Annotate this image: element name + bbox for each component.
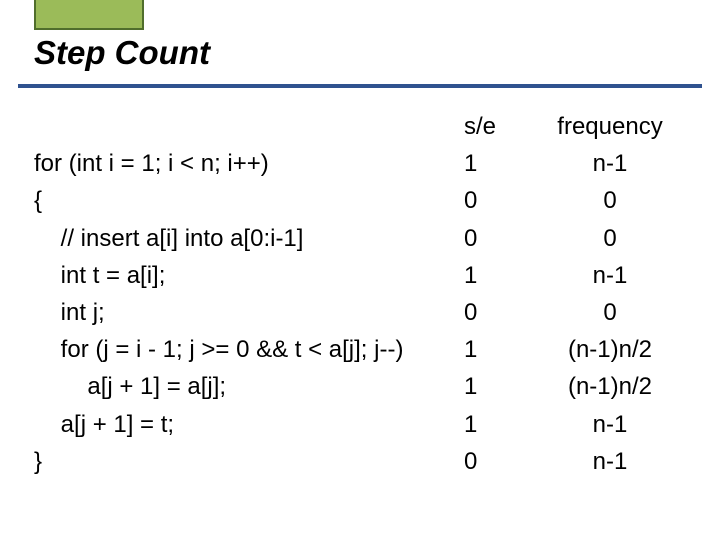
table-row: for (int i = 1; i < n; i++)1n-1 [34,145,696,182]
se-cell: 1 [464,145,524,182]
step-count-table: s/e frequency for (int i = 1; i < n; i++… [34,108,696,480]
col-code-header [34,108,464,145]
code-cell: for (int i = 1; i < n; i++) [34,145,464,182]
se-cell: 1 [464,331,524,368]
table-row: int t = a[i];1n-1 [34,257,696,294]
freq-cell: n-1 [524,406,696,443]
se-cell: 0 [464,182,524,219]
code-cell: for (j = i - 1; j >= 0 && t < a[j]; j--) [34,331,464,368]
freq-cell: (n-1)n/2 [524,368,696,405]
freq-cell: n-1 [524,257,696,294]
page-title: Step Count [34,34,210,72]
table-row: for (j = i - 1; j >= 0 && t < a[j]; j--)… [34,331,696,368]
code-cell: { [34,182,464,219]
table-body: for (int i = 1; i < n; i++)1n-1{00 // in… [34,145,696,480]
code-cell: int t = a[i]; [34,257,464,294]
table-row: // insert a[i] into a[0:i-1]00 [34,220,696,257]
code-cell: // insert a[i] into a[0:i-1] [34,220,464,257]
freq-cell: 0 [524,182,696,219]
table-row: }0n-1 [34,443,696,480]
se-cell: 0 [464,220,524,257]
se-cell: 1 [464,368,524,405]
freq-cell: 0 [524,220,696,257]
code-cell: } [34,443,464,480]
code-cell: int j; [34,294,464,331]
col-se-header: s/e [464,108,524,145]
se-cell: 0 [464,294,524,331]
freq-cell: n-1 [524,145,696,182]
table-row: a[j + 1] = a[j];1(n-1)n/2 [34,368,696,405]
horizontal-rule [18,84,702,88]
freq-cell: 0 [524,294,696,331]
se-cell: 1 [464,257,524,294]
table-row: int j;00 [34,294,696,331]
se-cell: 1 [464,406,524,443]
freq-cell: (n-1)n/2 [524,331,696,368]
code-cell: a[j + 1] = a[j]; [34,368,464,405]
se-cell: 0 [464,443,524,480]
accent-square [34,0,144,30]
table-row: a[j + 1] = t;1n-1 [34,406,696,443]
freq-cell: n-1 [524,443,696,480]
table-row: {00 [34,182,696,219]
table-header: s/e frequency [34,108,696,145]
col-freq-header: frequency [524,108,696,145]
slide: Step Count s/e frequency for (int i = 1;… [0,0,720,540]
code-cell: a[j + 1] = t; [34,406,464,443]
